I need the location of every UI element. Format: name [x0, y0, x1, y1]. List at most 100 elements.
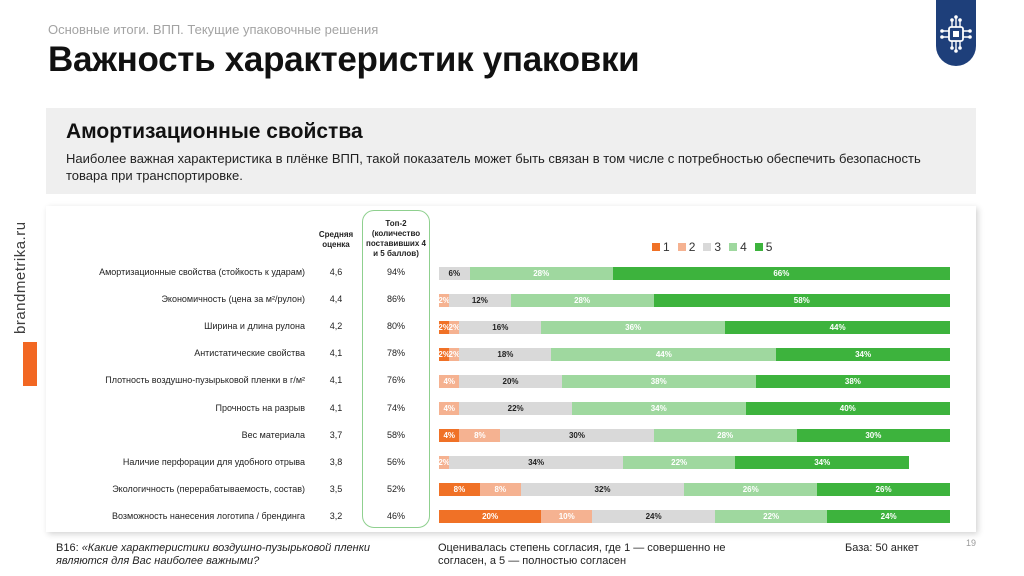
legend-label-5: 5 [765, 240, 773, 254]
bar-segment-3: 16% [459, 320, 542, 334]
row-label: Ширина и длина рулона [204, 321, 305, 332]
section-description: Наиболее важная характеристика в плёнке … [66, 151, 921, 183]
row-label: Плотность воздушно-пузырьковой пленки в … [105, 375, 305, 386]
legend-swatch-3 [703, 243, 712, 251]
bar-segment-4: 22% [622, 456, 736, 470]
page-number: 19 [966, 538, 977, 548]
bar-segment-3: 24% [592, 510, 715, 524]
legend-item-3: 3 [703, 240, 721, 254]
bar-segment-5: 58% [653, 293, 950, 307]
legend-label-3: 3 [714, 240, 722, 254]
row-avg-score: 4,4 [329, 294, 343, 305]
row-top2-value: 74% [386, 402, 405, 413]
sample-base: База: 50 анкет [845, 542, 919, 554]
bar-segment-3: 12% [449, 293, 511, 307]
logo [936, 0, 976, 66]
question-text: «Какие характеристики воздушно-пузырьков… [56, 542, 371, 567]
bar-segment-5: 34% [776, 347, 950, 361]
brand-vertical-text: brandmetrika.ru [12, 221, 29, 334]
bar-segment-2: 8% [479, 483, 521, 497]
row-avg-score: 3,2 [329, 510, 343, 521]
circuit-chip-icon [940, 15, 972, 53]
bar-segment-4: 44% [551, 347, 777, 361]
bar-segment-4: 34% [571, 402, 746, 415]
legend-swatch-1 [652, 243, 660, 251]
top2-column-header: Топ-2 (количество поставивших 4 и 5 балл… [366, 219, 426, 258]
row-top2-value: 46% [386, 510, 405, 521]
legend-item-1: 1 [652, 240, 670, 254]
bar-segment-5: 26% [817, 483, 950, 497]
row-avg-score: 4,2 [329, 321, 343, 332]
legend-item-2: 2 [677, 240, 696, 254]
row-top2-value: 78% [386, 348, 405, 359]
bar-segment-3: 22% [459, 402, 572, 415]
bar-segment-4: 28% [653, 429, 797, 443]
bar-segment-2: 10% [541, 510, 593, 524]
bar-segment-4: 38% [561, 374, 756, 388]
bar-segment-1: 8% [439, 483, 480, 497]
row-label: Экологичность (перерабатываемость, соста… [112, 483, 305, 494]
row-avg-score: 4,1 [329, 348, 343, 359]
bar-segment-5: 24% [827, 510, 950, 524]
row-top2-value: 86% [386, 294, 405, 305]
bar-segment-4: 22% [714, 510, 828, 524]
chart-panel [46, 206, 976, 532]
legend-item-4: 4 [729, 240, 747, 254]
row-top2-value: 80% [386, 321, 405, 332]
legend-swatch-4 [729, 243, 738, 251]
bar-segment-3: 6% [439, 266, 470, 280]
row-label: Вес материала [241, 429, 305, 440]
legend-label-2: 2 [688, 240, 696, 254]
row-top2-value: 76% [386, 375, 405, 386]
scale-note: Оценивалась степень согласия, где 1 — со… [438, 542, 726, 567]
question-code: B16: [56, 542, 82, 554]
breadcrumb: Основные итоги. ВПП. Текущие упаковочные… [48, 22, 379, 37]
row-label: Возможность нанесения логотипа / брендин… [111, 510, 305, 521]
legend-label-1: 1 [663, 240, 670, 254]
bar-segment-5: 34% [735, 456, 910, 470]
section-banner: Амортизационные свойства Наиболее важная… [46, 108, 976, 194]
bar-segment-3: 30% [500, 429, 654, 443]
bar-segment-1: 2% [439, 320, 450, 334]
brand-accent-bar [23, 342, 37, 386]
chart-legend: 1 2 3 4 5 [652, 240, 772, 254]
section-title: Амортизационные свойства [66, 120, 363, 143]
row-avg-score: 4,6 [329, 267, 343, 277]
page-title: Важность характеристик упаковки [48, 40, 640, 79]
bar-segment-4: 36% [541, 320, 726, 334]
bar-segment-4: 28% [469, 266, 613, 280]
legend-item-5: 5 [754, 240, 773, 254]
legend-label-4: 4 [740, 240, 747, 254]
top2-column-frame [362, 210, 430, 528]
bar-segment-5: 44% [725, 320, 950, 334]
bar-segment-5: 38% [755, 374, 950, 388]
bar-segment-2: 8% [459, 429, 501, 443]
bar-segment-5: 66% [612, 266, 950, 280]
bar-segment-5: 30% [796, 429, 950, 443]
bar-segment-4: 26% [684, 483, 818, 497]
bar-segment-2: 4% [439, 374, 460, 388]
bar-segment-1: 2% [439, 347, 450, 361]
question-note: B16: «Какие характеристики воздушно-пузы… [56, 542, 376, 568]
row-avg-score: 4,1 [329, 402, 343, 413]
bar-segment-3: 20% [459, 374, 562, 388]
row-label: Антистатические свойства [194, 348, 305, 359]
row-avg-score: 4,1 [329, 375, 343, 386]
row-top2-value: 56% [386, 456, 405, 467]
row-label: Амортизационные свойства (стойкость к уд… [99, 267, 305, 277]
bar-segment-3: 34% [449, 456, 623, 470]
bar-segment-3: 32% [520, 483, 685, 497]
bar-segment-2: 2% [449, 320, 460, 334]
row-top2-value: 94% [386, 267, 405, 277]
avg-column-header: Средняя оценка [318, 230, 354, 249]
row-top2-value: 52% [386, 483, 405, 494]
legend-swatch-5 [754, 243, 763, 251]
row-top2-value: 58% [386, 429, 405, 440]
row-label: Прочность на разрыв [215, 402, 305, 413]
bar-segment-1: 20% [439, 510, 542, 524]
row-avg-score: 3,8 [329, 456, 343, 467]
bar-segment-3: 18% [459, 347, 552, 361]
bar-segment-2: 2% [439, 456, 450, 470]
bar-segment-1: 4% [439, 429, 460, 443]
row-label: Экономичность (цена за м²/рулон) [161, 294, 305, 305]
